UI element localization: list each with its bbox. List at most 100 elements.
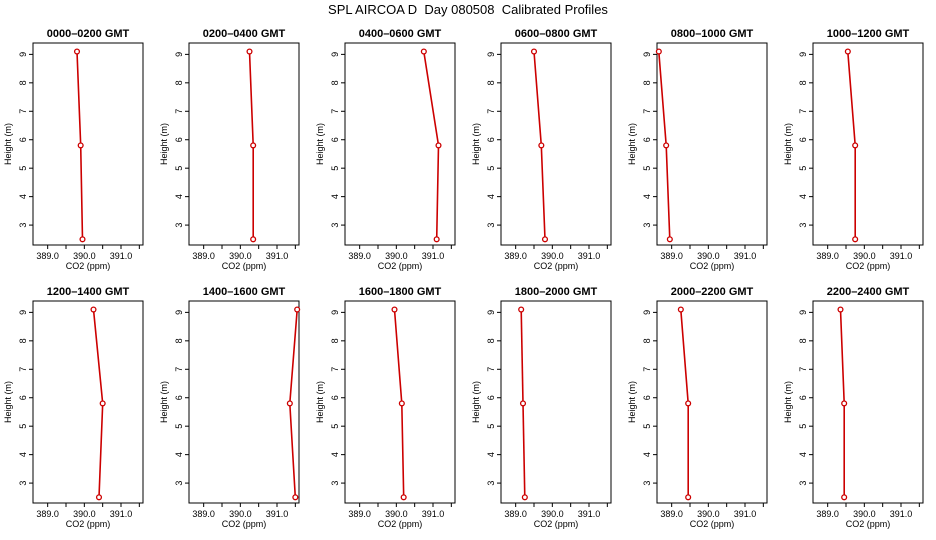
x-axis-label: CO2 (ppm) — [378, 519, 423, 529]
data-point — [530, 48, 538, 55]
x-tick-label: 390.0 — [697, 509, 720, 519]
x-tick-label: 391.0 — [578, 509, 601, 519]
x-tick-label: 391.0 — [110, 251, 133, 261]
y-axis-label: Height (m) — [315, 123, 325, 165]
data-point — [685, 400, 692, 407]
y-axis-label: Height (m) — [627, 123, 637, 165]
y-tick-label: 9 — [798, 310, 808, 315]
panel-title: 1800–2000 GMT — [515, 286, 598, 298]
y-tick-label: 8 — [486, 338, 496, 343]
y-tick-label: 8 — [798, 80, 808, 85]
x-tick-label: 390.0 — [853, 509, 876, 519]
panel-title: 0800–1000 GMT — [671, 28, 754, 40]
y-axis-label: Height (m) — [471, 123, 481, 165]
x-tick-label: 391.0 — [890, 251, 913, 261]
y-tick-label: 4 — [486, 194, 496, 199]
x-tick-label: 389.0 — [192, 509, 215, 519]
y-tick-label: 3 — [642, 223, 652, 228]
data-point — [685, 494, 692, 501]
y-tick-label: 5 — [174, 424, 184, 429]
data-point — [294, 306, 301, 313]
y-tick-label: 7 — [330, 109, 340, 114]
y-tick-label: 3 — [174, 481, 184, 486]
y-tick-label: 8 — [330, 338, 340, 343]
x-tick-label: 391.0 — [734, 251, 757, 261]
data-point — [79, 236, 86, 243]
plot-frame — [812, 300, 924, 504]
y-tick-label: 4 — [174, 452, 184, 457]
data-point — [538, 142, 545, 149]
data-point — [420, 48, 427, 55]
y-tick-label: 6 — [174, 137, 184, 142]
y-tick-label: 3 — [330, 481, 340, 486]
data-point — [844, 48, 851, 55]
y-tick-label: 8 — [174, 80, 184, 85]
y-tick-label: 7 — [18, 367, 28, 372]
y-tick-label: 5 — [642, 166, 652, 171]
data-point — [400, 494, 407, 501]
y-axis-label: Height (m) — [471, 381, 481, 423]
x-tick-label: 390.0 — [541, 251, 564, 261]
y-tick-label: 5 — [798, 424, 808, 429]
data-point — [677, 306, 684, 313]
x-tick-label: 389.0 — [504, 251, 527, 261]
data-point — [655, 48, 662, 55]
y-tick-label: 7 — [330, 367, 340, 372]
x-tick-label: 390.0 — [229, 509, 252, 519]
x-axis-label: CO2 (ppm) — [534, 261, 579, 271]
y-tick-label: 5 — [798, 166, 808, 171]
x-tick-label: 391.0 — [890, 509, 913, 519]
y-tick-label: 9 — [486, 310, 496, 315]
y-tick-label: 6 — [18, 395, 28, 400]
y-tick-label: 4 — [642, 452, 652, 457]
y-tick-label: 6 — [798, 395, 808, 400]
data-point — [852, 236, 859, 243]
y-tick-label: 5 — [330, 424, 340, 429]
y-tick-label: 9 — [18, 310, 28, 315]
y-tick-label: 3 — [486, 481, 496, 486]
y-tick-label: 9 — [642, 52, 652, 57]
y-tick-label: 3 — [798, 481, 808, 486]
y-tick-label: 8 — [642, 338, 652, 343]
y-tick-label: 9 — [18, 52, 28, 57]
y-tick-label: 4 — [330, 452, 340, 457]
x-tick-label: 389.0 — [816, 251, 839, 261]
y-tick-label: 8 — [18, 80, 28, 85]
y-tick-label: 7 — [486, 109, 496, 114]
data-point — [99, 400, 106, 407]
x-axis-label: CO2 (ppm) — [690, 261, 735, 271]
y-tick-label: 7 — [642, 367, 652, 372]
x-axis-label: CO2 (ppm) — [66, 519, 111, 529]
data-point — [518, 306, 525, 313]
x-tick-label: 390.0 — [541, 509, 564, 519]
y-tick-label: 7 — [18, 109, 28, 114]
y-tick-label: 9 — [174, 310, 184, 315]
y-tick-label: 9 — [174, 52, 184, 57]
panel-title: 0000–0200 GMT — [47, 28, 130, 40]
plot-frame — [32, 300, 144, 504]
y-tick-label: 4 — [18, 452, 28, 457]
y-tick-label: 7 — [174, 109, 184, 114]
data-point — [841, 494, 848, 501]
x-tick-label: 389.0 — [660, 509, 683, 519]
x-tick-label: 389.0 — [348, 251, 371, 261]
plot-frame — [812, 42, 924, 246]
data-point — [541, 236, 549, 243]
y-tick-label: 4 — [174, 194, 184, 199]
y-tick-label: 4 — [798, 452, 808, 457]
y-tick-label: 6 — [642, 137, 652, 142]
data-point — [398, 400, 405, 407]
x-axis-label: CO2 (ppm) — [222, 261, 267, 271]
y-tick-label: 6 — [798, 137, 808, 142]
x-tick-label: 391.0 — [266, 509, 289, 519]
y-tick-label: 5 — [642, 424, 652, 429]
x-tick-label: 389.0 — [36, 509, 59, 519]
